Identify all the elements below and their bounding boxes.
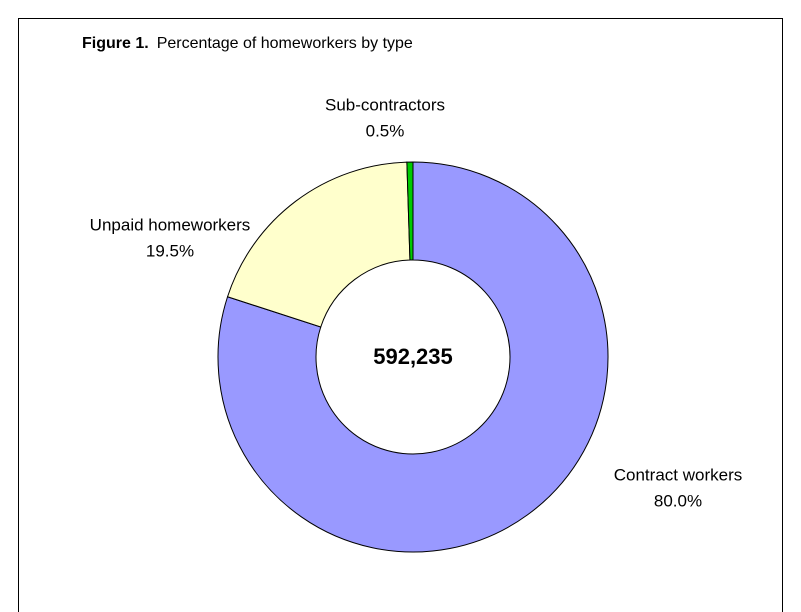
donut-slice [217, 161, 609, 553]
donut-slice [226, 161, 411, 328]
center-total: 592,235 [373, 344, 453, 369]
slice-label: Sub-contractors [325, 95, 445, 114]
slice-label: Unpaid homeworkers [90, 215, 251, 234]
slice-value-label: 19.5% [146, 241, 194, 260]
slice-label: Contract workers [614, 465, 742, 484]
chart-title: Figure 1. Percentage of homeworkers by ty… [82, 35, 413, 52]
title-text: Percentage of homeworkers by type [157, 35, 413, 52]
slice-value-label: 80.0% [654, 491, 702, 510]
donut-slice [406, 161, 414, 261]
slice-value-label: 0.5% [366, 121, 405, 140]
title-prefix: Figure 1. [82, 35, 149, 52]
